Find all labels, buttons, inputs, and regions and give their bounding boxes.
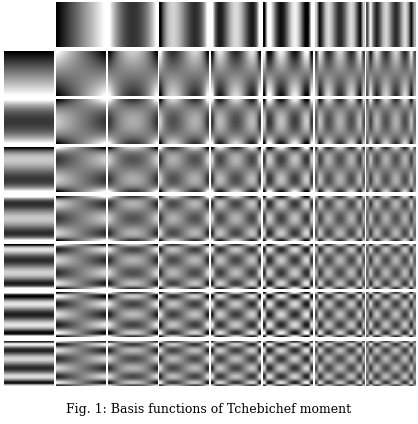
- Text: Fig. 1: Basis functions of Tchebichef moment: Fig. 1: Basis functions of Tchebichef mo…: [66, 403, 352, 416]
